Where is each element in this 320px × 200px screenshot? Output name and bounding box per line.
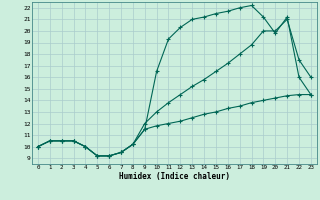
X-axis label: Humidex (Indice chaleur): Humidex (Indice chaleur) [119, 172, 230, 181]
